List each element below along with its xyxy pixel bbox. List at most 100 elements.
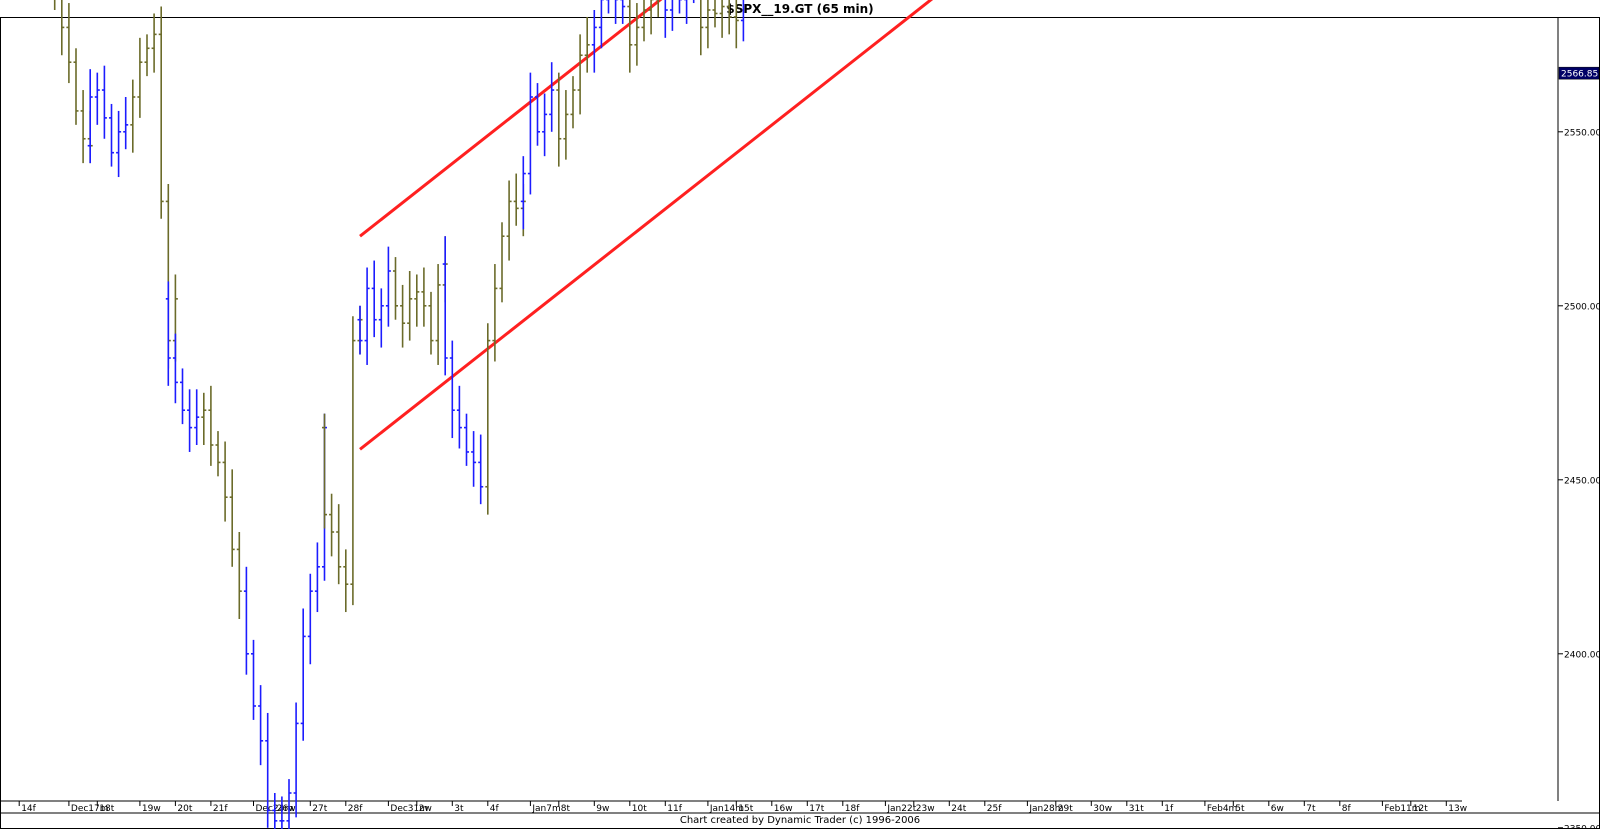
ohlc-bar <box>187 389 193 452</box>
channel-lower-line <box>359 0 934 451</box>
y-tick-label: 2350.00 <box>1564 824 1600 829</box>
ohlc-bar <box>172 333 178 404</box>
ohlc-bar <box>314 542 320 613</box>
y-tick-label: 2450.00 <box>1564 476 1600 486</box>
ohlc-bar <box>456 385 462 449</box>
x-tick-label: 1f <box>1164 804 1174 814</box>
ohlc-bar <box>94 72 100 125</box>
ohlc-bar <box>300 608 306 741</box>
ohlc-bar <box>407 271 413 341</box>
ohlc-bar <box>293 702 299 818</box>
x-tick-label: Dec17m <box>71 804 109 814</box>
x-tick-label: 11f <box>667 804 682 814</box>
ohlc-bar <box>329 493 335 557</box>
x-tick-label: 3t <box>454 804 464 814</box>
ohlc-bar <box>222 441 228 522</box>
price-flag <box>1558 66 1600 80</box>
chart-title: $SPX__19.GT (65 min) <box>726 2 874 16</box>
ohlc-bar <box>556 72 562 167</box>
chart-footer: Chart created by Dynamic Trader (c) 1996… <box>679 815 921 826</box>
x-tick-label: 18t <box>99 804 114 814</box>
ohlc-bar <box>194 389 200 445</box>
ohlc-bar <box>740 0 745 42</box>
ohlc-bar <box>421 267 427 327</box>
ohlc-bar <box>53 0 56 10</box>
ohlc-bar <box>73 48 79 125</box>
ohlc-bar <box>442 236 448 376</box>
ohlc-bar <box>664 0 668 38</box>
ohlc-bar <box>385 246 391 327</box>
ohlc-bar <box>215 431 221 477</box>
ohlc-bar <box>272 793 278 829</box>
ohlc-bar <box>435 264 441 365</box>
x-tick-label: Jan7m <box>531 804 560 814</box>
x-tick-label: 12t <box>1413 804 1428 814</box>
ohlc-bar <box>251 639 256 720</box>
x-tick-label: 21f <box>213 804 228 814</box>
chart-frame <box>0 17 1600 829</box>
x-tick-label: 4f <box>490 804 500 814</box>
ohlc-bar <box>577 34 583 115</box>
x-tick-label: 13w <box>1448 804 1467 814</box>
ohlc-bar <box>634 3 640 66</box>
x-tick-label: Dec31m <box>390 804 428 814</box>
x-tick-label: 28f <box>348 804 363 814</box>
ohlc-bar <box>620 0 626 24</box>
ohlc-bar <box>692 0 695 4</box>
ohlc-bar <box>286 779 292 829</box>
x-tick-label: 29t <box>1058 804 1073 814</box>
x-tick-label: 18f <box>845 804 860 814</box>
ohlc-bar <box>428 291 434 355</box>
ohlc-bar <box>655 0 660 17</box>
ohlc-bar <box>258 685 264 766</box>
ohlc-bar <box>158 6 164 219</box>
x-tick-label: 2w <box>419 804 432 814</box>
ohlc-bar <box>591 10 597 73</box>
ohlc-bar <box>208 385 214 466</box>
ohlc-bar <box>499 222 505 303</box>
ohlc-bar <box>343 549 349 613</box>
ohlc-bar <box>393 257 398 320</box>
ohlc-bar <box>542 93 548 157</box>
x-tick-label: 10t <box>632 804 647 814</box>
ohlc-bar <box>279 796 285 829</box>
y-tick-label: 2500.00 <box>1564 302 1600 312</box>
y-tick-label: 2400.00 <box>1564 650 1600 660</box>
ohlc-bar <box>449 340 455 439</box>
ohlc-bar <box>357 305 363 355</box>
ohlc-bar <box>87 69 93 164</box>
ohlc-bar <box>378 288 384 348</box>
ohlc-bar <box>265 712 271 828</box>
ohlc-bar <box>80 90 86 164</box>
ohlc-bar <box>144 34 150 77</box>
x-tick-label: 7t <box>1306 804 1316 814</box>
ohlc-bar <box>641 0 647 42</box>
ohlc-bar <box>151 13 157 73</box>
ohlc-bar <box>60 0 65 56</box>
ohlc-bar <box>116 110 122 178</box>
y-tick-label: 2550.00 <box>1564 128 1600 138</box>
channel-upper-line <box>359 0 663 238</box>
x-tick-label: 8t <box>561 804 571 814</box>
ohlc-bar <box>712 0 718 28</box>
ohlc-bar <box>322 413 327 529</box>
ohlc-bar <box>570 76 576 129</box>
x-tick-label: 8f <box>1342 804 1352 814</box>
ohlc-bar <box>535 83 540 146</box>
ohlc-bar <box>726 0 732 35</box>
ohlc-bar <box>563 90 569 160</box>
ohlc-bar <box>180 368 185 425</box>
x-tick-label: 23w <box>916 804 935 814</box>
x-tick-label: 17t <box>809 804 824 814</box>
x-tick-label: 30w <box>1093 804 1112 814</box>
x-tick-label: 26w <box>277 804 296 814</box>
x-tick-label: 6w <box>1271 804 1284 814</box>
ohlc-bar <box>478 434 484 505</box>
ohlc-bar <box>506 180 512 261</box>
ohlc-bar <box>606 0 610 14</box>
ohlc-bar <box>243 566 249 675</box>
ohlc-bar <box>137 37 143 118</box>
x-tick-label: 5t <box>1235 804 1245 814</box>
